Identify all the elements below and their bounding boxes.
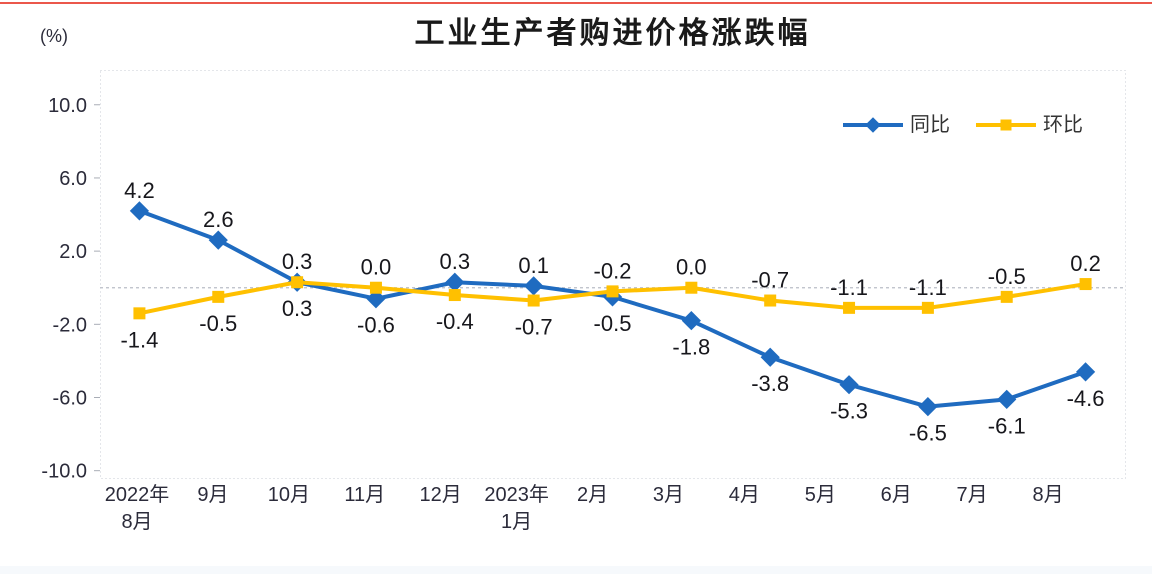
x-axis-category-label: 3月 bbox=[653, 484, 684, 506]
mom-data-point-marker bbox=[291, 276, 304, 289]
square-marker-icon bbox=[1000, 119, 1012, 131]
x-axis-category-label: 2023年 bbox=[484, 483, 549, 506]
yoy-data-point-marker bbox=[1075, 362, 1096, 382]
mom-data-point-marker bbox=[133, 307, 146, 320]
mom-data-point-label: -0.7 bbox=[751, 268, 789, 293]
mom-data-point-label: 0.2 bbox=[1070, 251, 1101, 276]
y-axis-unit-label: (%) bbox=[40, 26, 68, 46]
mom-data-point-marker bbox=[843, 301, 856, 314]
mom-data-point-marker bbox=[369, 281, 382, 294]
y-axis-tick-label: 2.0 bbox=[59, 241, 87, 263]
x-axis-category-label: 5月 bbox=[805, 484, 836, 506]
top-accent-bar bbox=[0, 2, 1152, 4]
x-axis-category-label: 11月 bbox=[344, 484, 385, 506]
mom-data-point-marker bbox=[448, 289, 461, 302]
mom-line-sample-icon bbox=[976, 119, 1036, 131]
x-axis-category-label: 6月 bbox=[881, 484, 912, 506]
mom-data-point-label: 0.0 bbox=[361, 255, 392, 280]
x-axis-category-label: 2022年 bbox=[105, 483, 170, 506]
legend-label-yoy: 同比 bbox=[910, 114, 950, 136]
yoy-data-point-label: 0.3 bbox=[440, 249, 471, 274]
chart-legend: 同比 环比 bbox=[843, 114, 1083, 136]
x-axis-category-label: 12月 bbox=[420, 484, 462, 506]
y-axis-tick-label: 10.0 bbox=[48, 95, 87, 117]
yoy-data-point-marker bbox=[129, 201, 150, 221]
y-axis-tick-label: -10.0 bbox=[41, 461, 87, 483]
mom-data-point-label: 0.0 bbox=[676, 255, 707, 280]
x-axis-category-label: 1月 bbox=[501, 511, 532, 533]
x-axis-category-label: 10月 bbox=[268, 484, 310, 506]
mom-data-point-marker bbox=[527, 294, 540, 307]
yoy-data-point-label: -5.3 bbox=[830, 399, 868, 424]
mom-data-point-label: -1.1 bbox=[830, 275, 868, 300]
yoy-data-point-label: -3.8 bbox=[751, 371, 789, 396]
chart-title: 工业生产者购进价格涨跌幅 bbox=[414, 17, 811, 50]
mom-data-point-label: 0.3 bbox=[282, 296, 313, 321]
yoy-data-point-marker bbox=[208, 230, 228, 250]
yoy-data-point-marker bbox=[366, 289, 386, 309]
mom-data-point-label: -0.7 bbox=[515, 315, 553, 340]
x-axis-category-label: 8月 bbox=[121, 511, 152, 533]
mom-data-point-label: -0.2 bbox=[594, 258, 632, 283]
yoy-data-point-label: -0.5 bbox=[594, 311, 632, 336]
legend-item-mom: 环比 bbox=[976, 114, 1083, 136]
y-axis-tick-label: -6.0 bbox=[53, 387, 87, 409]
y-axis-tick-label: 6.0 bbox=[59, 168, 87, 190]
yoy-data-point-label: 2.6 bbox=[203, 207, 234, 232]
x-axis-category-label: 4月 bbox=[729, 484, 760, 506]
yoy-line-sample-icon bbox=[843, 117, 903, 133]
mom-data-point-label: -1.1 bbox=[909, 275, 947, 300]
yoy-data-point-marker bbox=[760, 347, 780, 367]
yoy-data-point-label: -6.5 bbox=[909, 421, 947, 446]
legend-label-mom: 环比 bbox=[1043, 114, 1083, 136]
yoy-data-point-marker bbox=[918, 397, 938, 417]
x-axis-category-label: 9月 bbox=[197, 484, 228, 506]
mom-data-point-label: -1.4 bbox=[120, 327, 158, 352]
mom-data-point-label: -0.5 bbox=[199, 311, 237, 336]
mom-data-point-marker bbox=[1000, 290, 1013, 303]
y-axis-tick-label: -2.0 bbox=[53, 314, 87, 336]
mom-data-point-marker bbox=[921, 301, 934, 314]
yoy-data-point-marker bbox=[839, 375, 859, 395]
mom-data-point-label: -0.4 bbox=[436, 309, 474, 334]
mom-data-point-marker bbox=[212, 290, 225, 303]
mom-data-point-marker bbox=[1079, 278, 1092, 291]
x-axis-category-label: 7月 bbox=[957, 484, 988, 506]
x-axis-category-label: 2月 bbox=[577, 484, 608, 506]
plot-border bbox=[100, 70, 1126, 479]
yoy-data-point-marker bbox=[997, 389, 1017, 409]
diamond-marker-icon bbox=[865, 117, 881, 133]
yoy-data-point-marker bbox=[681, 311, 701, 331]
mom-data-point-marker bbox=[764, 294, 777, 307]
x-axis-category-label: 8月 bbox=[1032, 484, 1063, 506]
yoy-data-point-label: -6.1 bbox=[988, 413, 1026, 438]
mom-data-point-marker bbox=[606, 285, 619, 298]
yoy-data-point-label: -4.6 bbox=[1067, 386, 1105, 411]
yoy-data-point-label: -1.8 bbox=[672, 335, 710, 360]
mom-data-point-label: -0.5 bbox=[988, 264, 1026, 289]
legend-item-yoy: 同比 bbox=[843, 114, 950, 136]
yoy-data-point-marker bbox=[524, 276, 544, 296]
yoy-data-point-label: 0.3 bbox=[282, 249, 313, 274]
yoy-data-point-label: 4.2 bbox=[124, 178, 155, 203]
yoy-data-point-marker bbox=[445, 272, 465, 292]
yoy-data-point-label: 0.1 bbox=[518, 253, 549, 278]
yoy-data-point-label: -0.6 bbox=[357, 313, 395, 338]
mom-data-point-marker bbox=[685, 281, 698, 294]
bottom-fade-strip bbox=[0, 566, 1152, 574]
